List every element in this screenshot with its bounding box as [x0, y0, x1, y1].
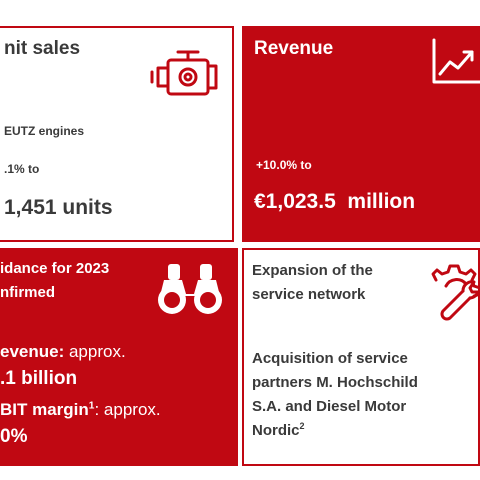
guidance-ebit-footnote: 1	[88, 400, 95, 412]
service-title-line1: Expansion of the	[252, 262, 373, 279]
service-body-line2: partners M. Hochschild	[252, 374, 418, 391]
guidance-revenue-label: evenue:	[0, 342, 65, 361]
guidance-title-line1: idance for 2023	[0, 260, 110, 277]
service-footnote: 2	[299, 421, 305, 431]
guidance-revenue-line: evenue: approx.	[0, 342, 126, 362]
service-body-nordic: Nordic	[252, 422, 300, 439]
unit-sales-line2: .1% to	[4, 162, 40, 176]
guidance-card: idance for 2023 nfirmed evenue: approx. …	[0, 248, 238, 466]
engine-icon	[150, 50, 218, 96]
guidance-revenue-approx: approx.	[64, 342, 126, 361]
service-body-line4: Nordic2	[252, 421, 305, 440]
guidance-ebit-label: BIT margin	[0, 400, 89, 419]
revenue-card: Revenue +10.0% to €1,023.5 million	[242, 26, 480, 242]
revenue-title: Revenue	[254, 38, 334, 59]
gear-wrench-icon	[431, 264, 478, 321]
unit-sales-title: nit sales	[4, 38, 81, 59]
service-body-line3: S.A. and Diesel Motor	[252, 398, 407, 415]
unit-sales-value: 1,451 units	[4, 196, 113, 219]
service-body-line1: Acquisition of service	[252, 350, 408, 367]
guidance-revenue-value: .1 billion	[0, 368, 78, 389]
unit-sales-card: nit sales EUTZ engines .1% to 1,451 unit…	[0, 26, 234, 242]
unit-sales-line1: EUTZ engines	[4, 124, 85, 138]
revenue-change: +10.0% to	[256, 158, 312, 172]
service-card: Expansion of the service network Acquisi…	[242, 248, 480, 466]
guidance-ebit-line: BIT margin1: approx.	[0, 400, 161, 420]
binoculars-icon	[158, 264, 222, 314]
service-title-line2: service network	[252, 286, 366, 303]
guidance-ebit-approx: : approx.	[94, 400, 161, 419]
revenue-value: €1,023.5 million	[254, 190, 416, 213]
rising-chart-icon	[432, 38, 480, 84]
guidance-ebit-value: 0%	[0, 426, 28, 447]
guidance-title-line2: nfirmed	[0, 284, 56, 301]
